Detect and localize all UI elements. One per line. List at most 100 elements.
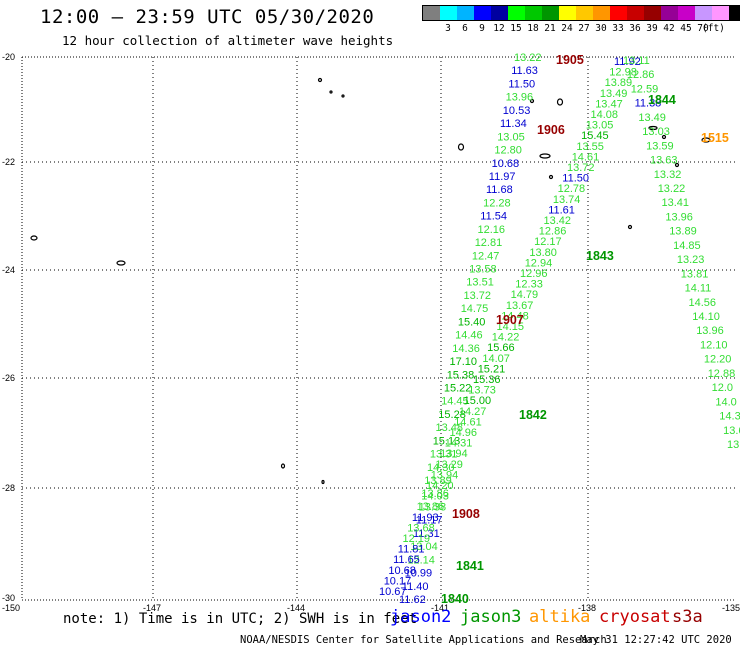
swh-value: 13.49 <box>600 88 628 100</box>
legend-swatch <box>491 6 508 20</box>
swh-value: 13.72 <box>567 162 595 174</box>
lon-label: -138 <box>578 603 596 613</box>
swh-value: 14.15 <box>497 321 525 333</box>
swh-value: 12.16 <box>478 224 506 236</box>
swh-value: 10.68 <box>388 565 416 577</box>
lat-label: -30 <box>2 593 15 603</box>
swh-value: 11.17 <box>416 515 443 527</box>
legend-label: 45 <box>680 23 692 34</box>
mission-label-jason2: jason2 <box>390 607 452 627</box>
swh-value: 11.63 <box>511 65 538 77</box>
swh-value: 11.61 <box>548 204 575 216</box>
swh-value: 14.61 <box>454 416 482 428</box>
time-stamp: 1906 <box>537 123 565 137</box>
swh-value: 11.68 <box>486 184 513 196</box>
swh-value: 13.22 <box>658 183 686 195</box>
swh-value: 12.10 <box>700 339 728 351</box>
swh-value: 13.59 <box>646 140 674 152</box>
legend-swatch <box>457 6 474 20</box>
swh-value: 12.88 <box>708 368 736 380</box>
legend-swatch <box>610 6 627 20</box>
swh-value: 12.33 <box>515 279 543 291</box>
swh-value: 14.03 <box>421 491 449 503</box>
mission-label-s3a: s3a <box>672 607 703 627</box>
swh-value: 15.38 <box>447 369 475 381</box>
map-frame <box>21 56 735 601</box>
swh-value: 12.19 <box>403 533 431 545</box>
legend-swatch <box>525 6 542 20</box>
swh-value: 11.38 <box>635 98 662 110</box>
legend-swatch <box>559 6 576 20</box>
lon-label: -147 <box>143 603 161 613</box>
swh-value: 15.21 <box>478 363 506 375</box>
lat-label: -26 <box>2 373 15 383</box>
swh-value: 11.93 <box>412 512 439 524</box>
swh-value: 14.27 <box>459 406 487 418</box>
time-stamp: 1843 <box>586 249 614 263</box>
island-outlines <box>30 77 711 485</box>
swh-value: 14.31 <box>445 438 473 450</box>
page-subtitle: 12 hour collection of altimeter wave hei… <box>62 33 394 48</box>
legend-label: 27 <box>578 23 590 34</box>
longitude-labels: -150 -147 -144 -141 -138 -135 <box>2 603 740 613</box>
swh-value: 13.86 <box>417 501 445 513</box>
swh-value: 14.3 <box>719 411 740 423</box>
swh-value: 13.89 <box>605 77 633 89</box>
legend-swatch <box>695 6 712 20</box>
swh-value: 11.65 <box>393 554 420 566</box>
time-stamp: 1841 <box>456 559 484 573</box>
swh-value: 13.73 <box>468 385 496 397</box>
swh-value: 13.55 <box>576 141 604 153</box>
swh-value: 11.34 <box>500 118 527 130</box>
swh-value: 14.08 <box>591 109 619 121</box>
swh-value: 17.10 <box>450 356 478 368</box>
swh-value: 13.51 <box>466 277 494 289</box>
swh-value: 11.54 <box>480 211 507 223</box>
swh-value: 12.86 <box>539 226 567 238</box>
swh-value: 14.22 <box>492 332 520 344</box>
swh-value: 13.32 <box>654 169 682 181</box>
swh-value: 13.96 <box>506 92 534 104</box>
swh-value: 15.40 <box>458 316 486 328</box>
swh-value: 15.13 <box>433 435 461 447</box>
swh-value: 13.96 <box>665 211 693 223</box>
legend-label: 18 <box>527 23 539 34</box>
swh-value: 14.30 <box>427 462 455 474</box>
legend-swatch <box>440 6 457 20</box>
swh-value: 15.45 <box>581 130 609 142</box>
legend-swatch <box>474 6 491 20</box>
swh-value: 12.98 <box>609 67 637 79</box>
swh-value: 13.96 <box>696 325 724 337</box>
swh-value: 14.56 <box>689 297 717 309</box>
legend-swatch <box>508 6 525 20</box>
mission-label-jason3: jason3 <box>460 607 522 627</box>
swh-value: 15.66 <box>487 342 515 354</box>
swh-value: 13.29 <box>435 459 463 471</box>
legend-swatch <box>678 6 695 20</box>
legend-label: 6 <box>462 23 468 34</box>
swh-value: 13.23 <box>677 254 705 266</box>
swh-value: 11.50 <box>562 173 589 185</box>
credit-line: NOAA/NESDIS Center for Satellite Applica… <box>240 634 607 646</box>
swh-value: 13.72 <box>464 290 492 302</box>
swh-value: 14.48 <box>501 310 529 322</box>
swh-value: 13.74 <box>553 194 581 206</box>
time-stamp: 1908 <box>452 507 480 521</box>
swh-value: 13.67 <box>506 300 534 312</box>
lon-label: -135 <box>722 603 740 613</box>
lat-label: -20 <box>2 52 15 62</box>
swh-value: 13.89 <box>424 475 452 487</box>
legend-swatch <box>576 6 593 20</box>
legend-label: 9 <box>479 23 485 34</box>
swh-value: 12.59 <box>631 83 659 95</box>
swh-value: 12.0 <box>712 382 733 394</box>
swh-value: 13.58 <box>469 264 497 276</box>
swh-value: 14.07 <box>482 353 510 365</box>
swh-value: 14.75 <box>461 303 489 315</box>
swh-value: 13.47 <box>595 98 623 110</box>
lon-label: -150 <box>2 603 20 613</box>
legend-swatch <box>593 6 610 20</box>
swh-value: 13.63 <box>650 155 678 167</box>
swh-value: 13.49 <box>638 112 666 124</box>
swh-value: 11.40 <box>402 581 429 593</box>
